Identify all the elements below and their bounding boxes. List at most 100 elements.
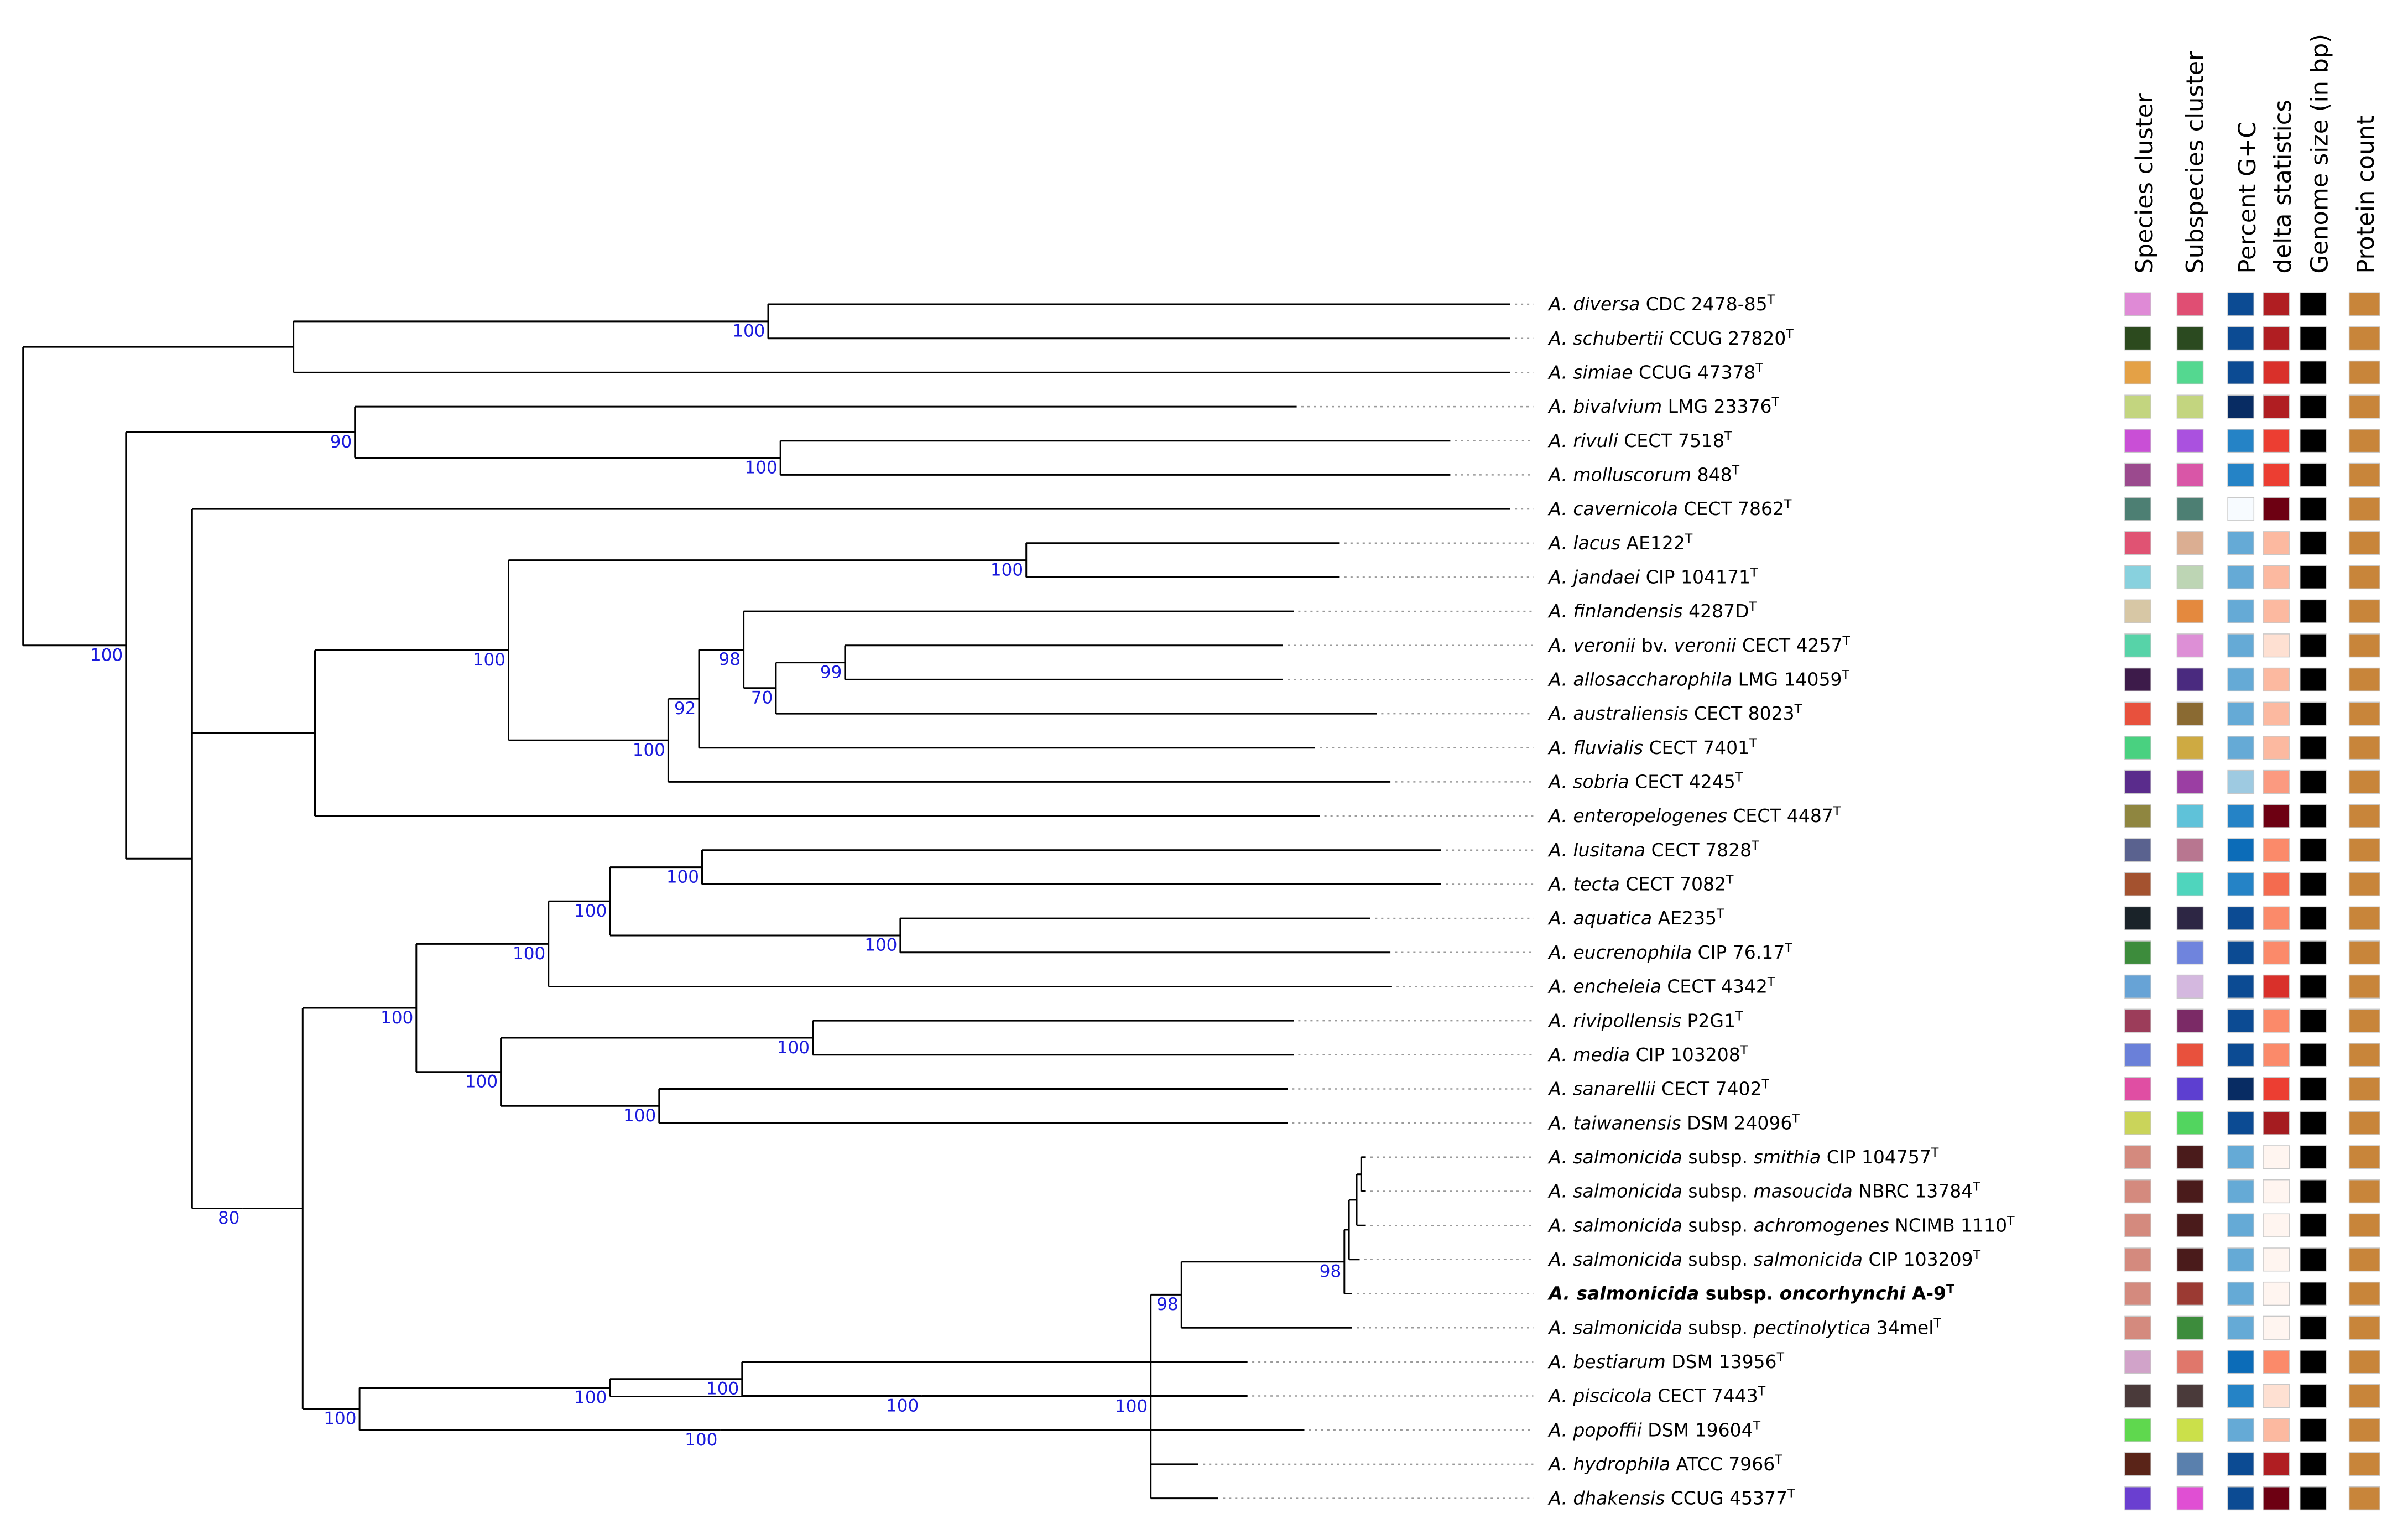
taxon-label: A. media CIP 103208T <box>1547 1043 1748 1065</box>
heatmap-cell-species_cluster <box>2124 804 2151 828</box>
taxon-label-part: subsp. <box>1682 1146 1754 1168</box>
heatmap-cell-species_cluster <box>2124 497 2151 521</box>
taxon-label-part: sobria <box>1573 771 1629 793</box>
taxon-label-part: CECT 7828 <box>1645 839 1752 861</box>
taxon-label-part: salmonicida <box>1573 1181 1682 1202</box>
heatmap-cell-delta <box>2263 1486 2290 1511</box>
type-strain-mark: T <box>1842 668 1850 682</box>
heatmap-cell-protein <box>2348 394 2380 419</box>
heatmap-cell-delta <box>2263 1213 2290 1237</box>
heatmap-cell-genome <box>2299 736 2327 760</box>
heatmap-cell-species_cluster <box>2124 599 2151 623</box>
type-strain-mark: T <box>1735 1010 1743 1023</box>
taxon-label-part: A. <box>1547 1317 1573 1338</box>
taxon-label-part: A. <box>1547 498 1573 519</box>
heatmap-cell-genome <box>2299 1418 2327 1442</box>
taxon-label-part: allosaccharophila <box>1573 669 1732 690</box>
heatmap-cell-subspecies_cluster <box>2176 838 2204 862</box>
taxon-label: A. popoffii DSM 19604T <box>1547 1419 1760 1441</box>
heatmap-cell-subspecies_cluster <box>2176 1281 2204 1306</box>
taxon-label-part: AE122 <box>1620 532 1685 554</box>
heatmap-cell-gc <box>2227 599 2255 623</box>
support-value: 100 <box>513 944 545 964</box>
heatmap-cell-genome <box>2299 394 2327 419</box>
heatmap-cell-genome <box>2299 1384 2327 1408</box>
support-value: 100 <box>706 1379 739 1399</box>
heatmap-cell-protein <box>2348 565 2380 590</box>
type-strain-mark: T <box>1767 975 1775 989</box>
column-header-genome: Genome size (in bp) <box>2306 34 2334 273</box>
heatmap-cell-delta <box>2263 1008 2290 1033</box>
support-value: 100 <box>473 650 505 670</box>
taxon-label-part: CDC 2478-85 <box>1640 293 1767 315</box>
heatmap-cell-species_cluster <box>2124 736 2151 760</box>
heatmap-cell-species_cluster <box>2124 1179 2151 1204</box>
heatmap-cell-delta <box>2263 1247 2290 1272</box>
heatmap-cell-subspecies_cluster <box>2176 1384 2204 1408</box>
taxon-label-part: A. <box>1547 771 1573 793</box>
heatmap-cell-genome <box>2299 1179 2327 1204</box>
type-strain-mark: T <box>1785 327 1794 341</box>
heatmap-cell-gc <box>2227 701 2255 726</box>
taxon-label-part: ATCC 7966 <box>1670 1453 1775 1475</box>
taxon-label-part: salmonicida <box>1576 1283 1699 1304</box>
heatmap-cell-subspecies_cluster <box>2176 292 2204 316</box>
heatmap-cell-genome <box>2299 565 2327 590</box>
taxon-label-part: CECT 4342 <box>1661 976 1768 997</box>
heatmap-cell-genome <box>2299 804 2327 828</box>
heatmap-cell-genome <box>2299 1452 2327 1476</box>
taxon-label-part: piscicola <box>1572 1385 1651 1407</box>
support-value: 100 <box>864 935 897 955</box>
heatmap-cell-protein <box>2348 1111 2380 1135</box>
heatmap-cell-protein <box>2348 429 2380 453</box>
heatmap-cell-gc <box>2227 1384 2255 1408</box>
type-strain-mark: T <box>1946 1282 1954 1296</box>
heatmap-cell-genome <box>2299 1077 2327 1101</box>
heatmap-cell-protein <box>2348 872 2380 897</box>
heatmap-cell-gc <box>2227 429 2255 453</box>
heatmap-cell-species_cluster <box>2124 429 2151 453</box>
heatmap-cell-delta <box>2263 1418 2290 1442</box>
heatmap-cell-subspecies_cluster <box>2176 633 2204 658</box>
type-strain-mark: T <box>1751 839 1759 852</box>
taxon-label: A. salmonicida subsp. pectinolytica 34me… <box>1547 1317 1941 1339</box>
taxon-label-part: CIP 76.17 <box>1692 942 1785 963</box>
heatmap-cell-protein <box>2348 1315 2380 1340</box>
heatmap-cell-species_cluster <box>2124 1111 2151 1135</box>
support-value: 80 <box>218 1208 239 1228</box>
heatmap-cell-species_cluster <box>2124 1315 2151 1340</box>
heatmap-cell-gc <box>2227 940 2255 965</box>
taxon-label-part: subsp. <box>1682 1249 1754 1270</box>
taxon-label-part: finlandensis <box>1573 600 1682 622</box>
heatmap-cell-protein <box>2348 1384 2380 1408</box>
heatmap-cell-subspecies_cluster <box>2176 1418 2204 1442</box>
type-strain-mark: T <box>1842 634 1851 648</box>
support-value: 70 <box>751 688 773 708</box>
support-value: 100 <box>574 1387 607 1407</box>
taxon-label: A. diversa CDC 2478-85T <box>1547 293 1775 315</box>
heatmap-cell-genome <box>2299 1281 2327 1306</box>
taxon-label-part: fluvialis <box>1573 737 1643 758</box>
taxon-label-part: A. <box>1547 532 1573 554</box>
type-strain-mark: T <box>1973 1249 1981 1262</box>
heatmap-cell-genome <box>2299 906 2327 930</box>
heatmap-cell-species_cluster <box>2124 531 2151 555</box>
taxon-label-part: A. <box>1547 873 1573 895</box>
heatmap-cell-genome <box>2299 940 2327 965</box>
heatmap-cell-species_cluster <box>2124 462 2151 487</box>
type-strain-mark: T <box>1716 907 1724 921</box>
type-strain-mark: T <box>1724 429 1732 443</box>
heatmap-cell-gc <box>2227 667 2255 692</box>
heatmap-cell-species_cluster <box>2124 769 2151 794</box>
heatmap-cell-protein <box>2348 838 2380 862</box>
taxon-label: A. enteropelogenes CECT 4487T <box>1547 805 1841 827</box>
heatmap-cell-delta <box>2263 292 2290 316</box>
heatmap-cell-species_cluster <box>2124 1418 2151 1442</box>
taxon-label-part: A. <box>1547 1214 1573 1236</box>
heatmap-cell-subspecies_cluster <box>2176 497 2204 521</box>
type-strain-mark: T <box>1749 736 1757 750</box>
taxon-label-part: A. <box>1547 907 1573 929</box>
taxon-label-part: CECT 8023 <box>1688 703 1795 724</box>
taxon-label: A. salmonicida subsp. achromogenes NCIMB… <box>1547 1214 2015 1236</box>
